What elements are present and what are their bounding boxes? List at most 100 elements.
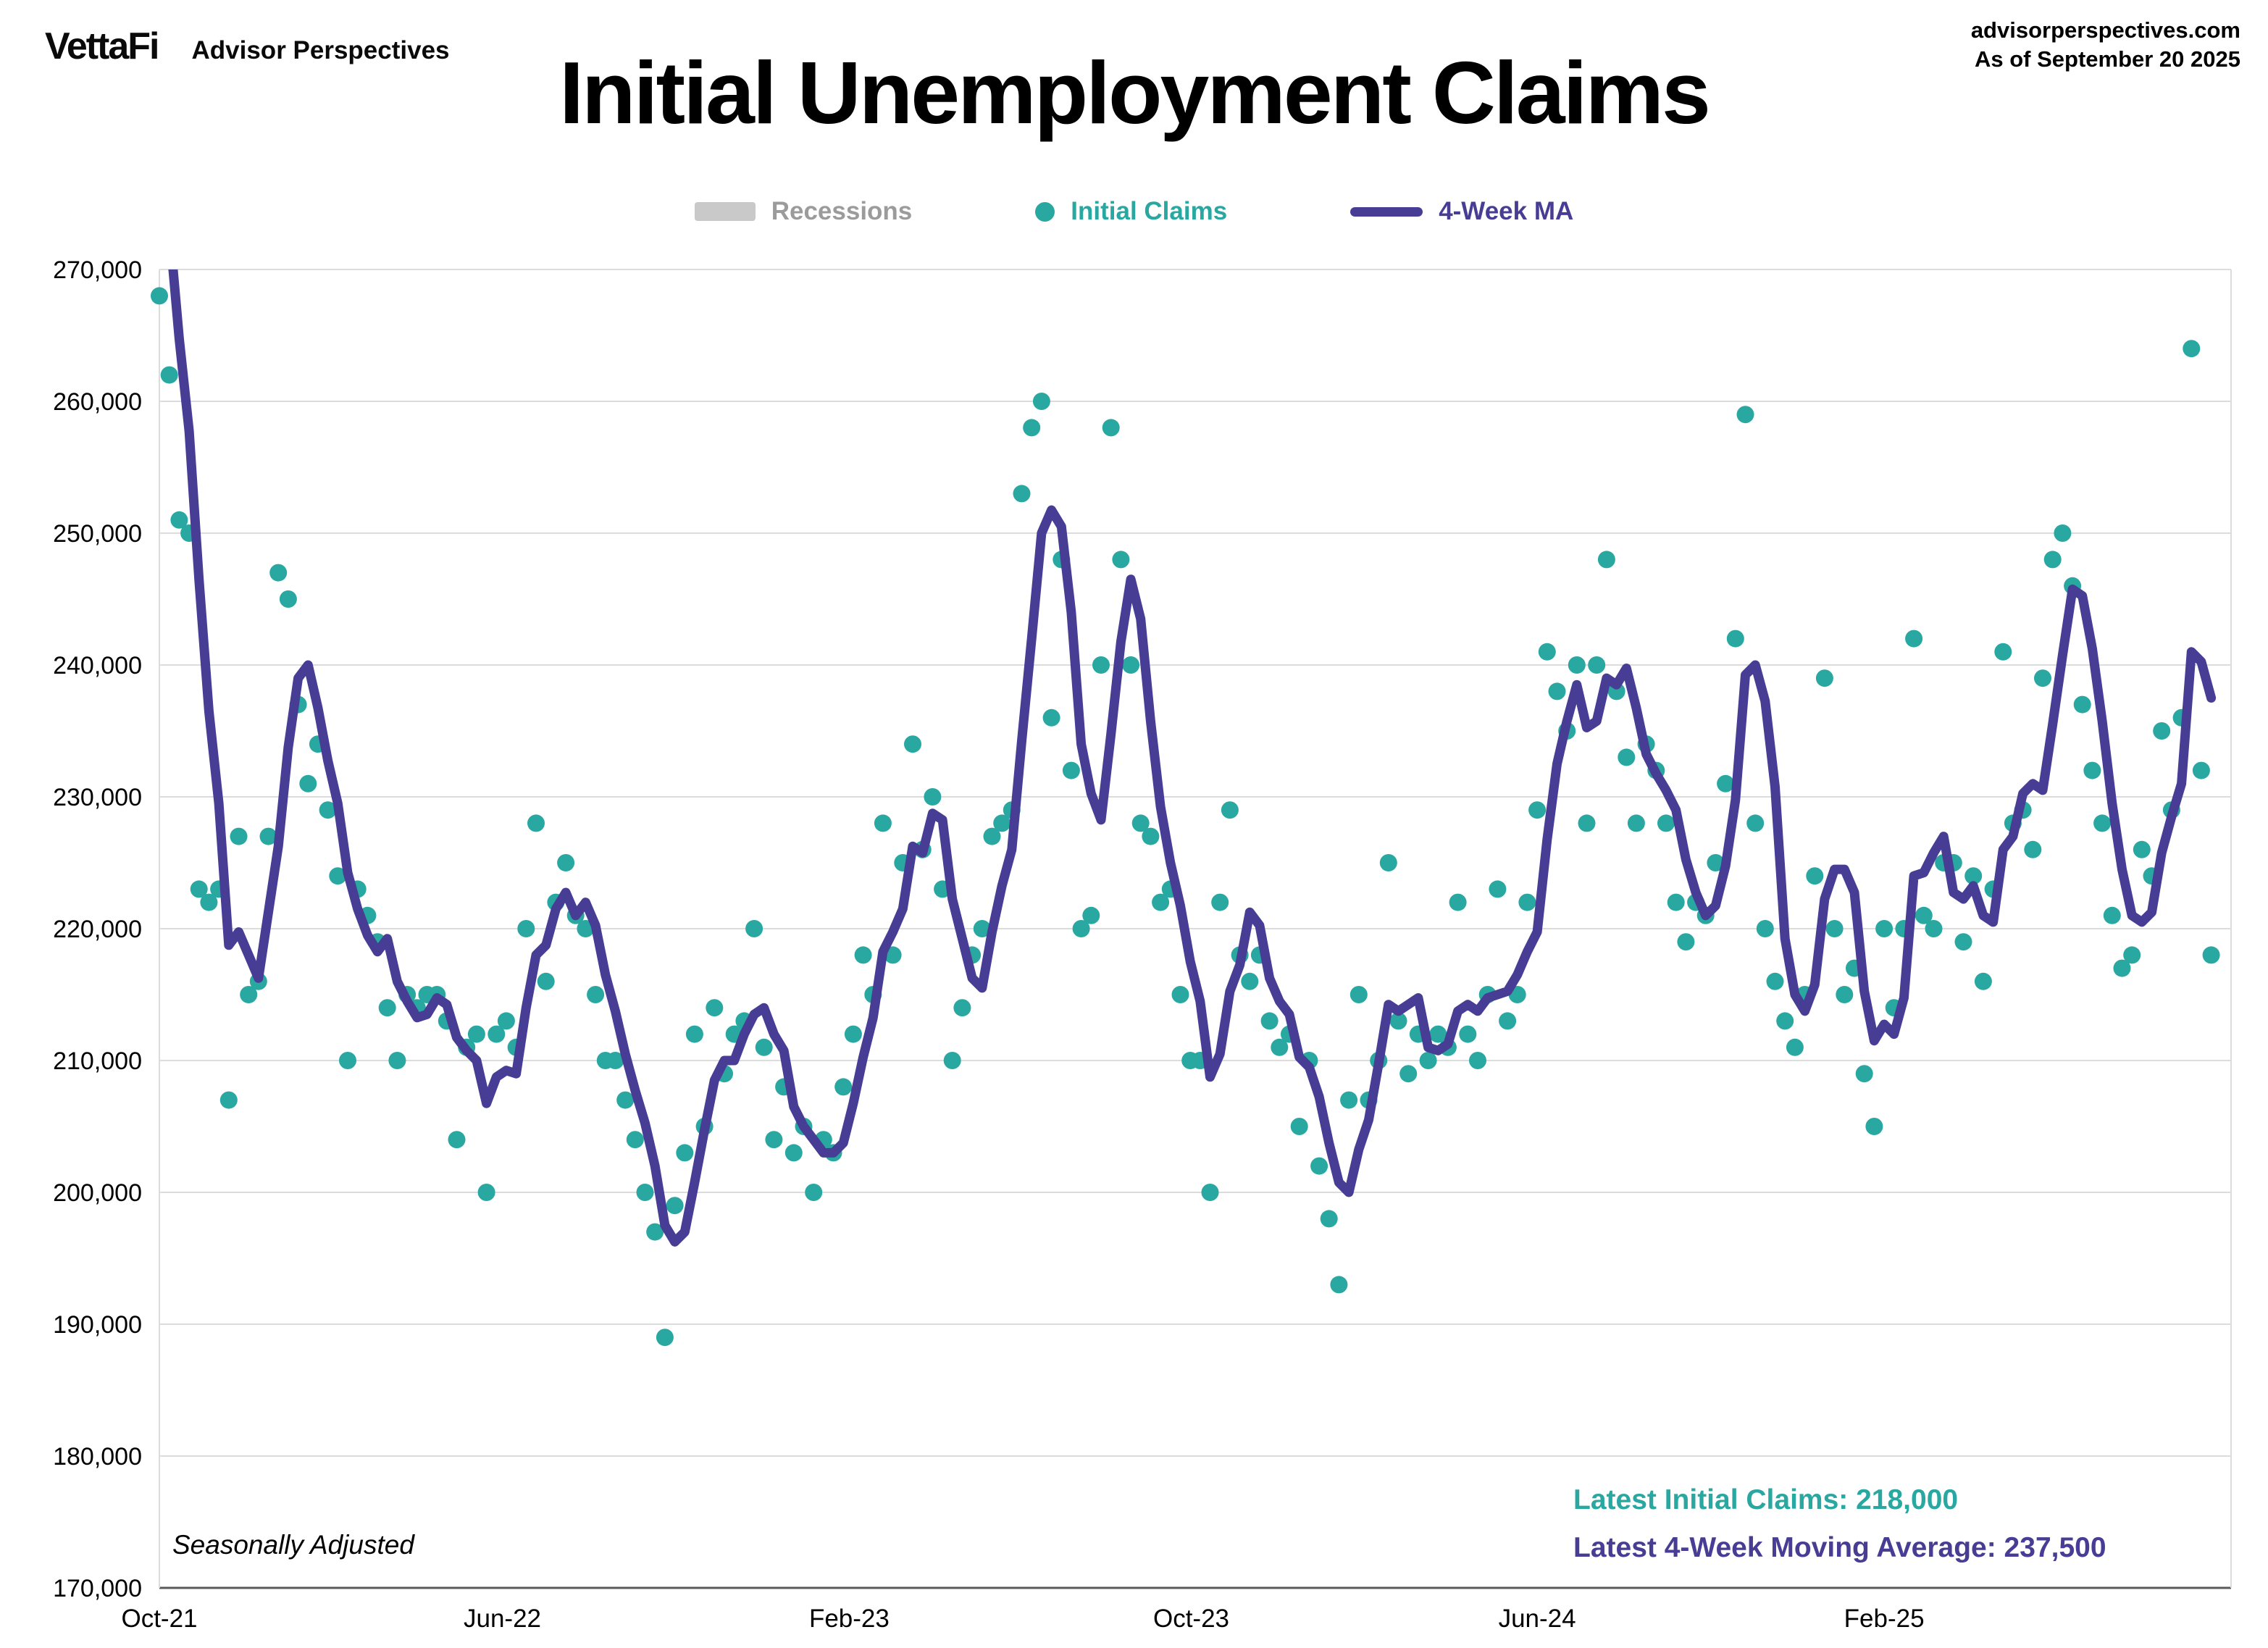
initial-claims-dot [1023, 419, 1041, 437]
brand-header: VettaFi Advisor Perspectives [45, 25, 450, 68]
initial-claims-dot [160, 366, 178, 384]
initial-claims-dot [676, 1144, 694, 1162]
initial-claims-dot [784, 1144, 803, 1162]
chart-title: Initial Unemployment Claims [559, 43, 1711, 142]
initial-claims-dot [2123, 946, 2141, 964]
initial-claims-dot [488, 1025, 506, 1043]
y-tick-label: 180,000 [53, 1443, 142, 1471]
initial-claims-dot [2034, 669, 2051, 687]
initial-claims-dot [1667, 893, 1685, 911]
initial-claims-dot [1429, 1025, 1447, 1043]
initial-claims-dot [299, 774, 317, 792]
initial-claims-dot [1538, 643, 1556, 661]
initial-claims-dot [1618, 748, 1636, 766]
y-tick-label: 170,000 [53, 1575, 142, 1602]
initial-claims-dot [378, 999, 396, 1017]
initial-claims-dot [1746, 814, 1765, 832]
initial-claims-dot [151, 287, 168, 305]
initial-claims-dot [646, 1223, 664, 1241]
initial-claims-dot [1211, 893, 1229, 911]
initial-claims-dot [1974, 972, 1992, 990]
y-tick-label: 230,000 [53, 784, 142, 811]
initial-claims-dot [1954, 933, 1972, 951]
y-tick-label: 240,000 [53, 652, 142, 679]
initial-claims-dot [626, 1131, 644, 1149]
initial-claims-dot [1499, 1012, 1517, 1030]
initial-claims-dot [1389, 1012, 1407, 1030]
initial-claims-dot [319, 801, 337, 819]
initial-claims-dot [259, 827, 277, 845]
initial-claims-dot [240, 986, 258, 1003]
initial-claims-dot [329, 867, 347, 885]
initial-claims-dot [1131, 814, 1150, 832]
initial-claims-dot [745, 920, 763, 937]
x-tick-label: Jun-24 [1499, 1605, 1576, 1633]
initial-claims-dot [685, 1025, 703, 1043]
initial-claims-dot [616, 1091, 635, 1109]
initial-claims-dot [1825, 920, 1844, 937]
initial-claims-dot [2024, 840, 2042, 858]
initial-claims-dot [1756, 920, 1774, 937]
legend-item-initial-claims: Initial Claims [1035, 197, 1227, 226]
vettafi-logo: VettaFi [45, 25, 159, 67]
initial-claims-dot [805, 1184, 823, 1201]
initial-claims-dot [1548, 682, 1566, 700]
initial-claims-dot [2183, 340, 2201, 358]
ma-swatch [1350, 206, 1423, 217]
initial-claims-dot [190, 880, 208, 898]
source-block: advisorperspectives.com As of September … [1971, 16, 2240, 75]
brand-subtitle: Advisor Perspectives [191, 36, 450, 64]
initial-claims-dot [1042, 708, 1060, 727]
y-tick-label: 190,000 [53, 1311, 142, 1339]
initial-claims-dot [1627, 814, 1645, 832]
initial-claims-dot [557, 854, 575, 871]
initial-claims-dot [1597, 551, 1615, 569]
initial-claims-dot [1399, 1065, 1418, 1083]
initial-claims-dot [1122, 656, 1140, 674]
initial-claims-dot [874, 814, 892, 832]
initial-claims-dot [973, 920, 991, 937]
initial-claims-swatch [1035, 201, 1055, 222]
initial-claims-dot [755, 1038, 773, 1056]
initial-claims-dot [2103, 906, 2121, 924]
initial-claims-dot [1320, 1210, 1338, 1228]
initial-claims-dot [1489, 880, 1507, 898]
legend-label-recessions: Recessions [771, 197, 913, 225]
initial-claims-dot [844, 1025, 862, 1043]
initial-claims-dot [1260, 1012, 1279, 1030]
initial-claims-dot [953, 999, 971, 1017]
initial-claims-dot [1419, 1052, 1437, 1069]
initial-claims-dot [1082, 906, 1100, 924]
initial-claims-dot [656, 1329, 674, 1347]
initial-claims-dot [2083, 761, 2101, 779]
initial-claims-dot [834, 1078, 853, 1096]
latest-notes: Latest Initial Claims: 218,000 Latest 4-… [1573, 1476, 2106, 1573]
x-tick-label: Oct-23 [1153, 1605, 1229, 1633]
initial-claims-dot [537, 972, 555, 990]
initial-claims-dot [477, 1184, 495, 1201]
legend: Recessions Initial Claims 4-Week MA [0, 197, 2268, 226]
initial-claims-dot [706, 999, 724, 1017]
initial-claims-dot [2054, 524, 2072, 542]
initial-claims-dot [1707, 854, 1725, 871]
initial-claims-dot [497, 1012, 515, 1030]
initial-claims-dot [765, 1131, 783, 1149]
x-tick-label: Feb-23 [809, 1605, 890, 1633]
initial-claims-dot [1152, 893, 1170, 911]
initial-claims-dot [2192, 761, 2210, 779]
initial-claims-dot [1726, 629, 1744, 648]
initial-claims-dot [219, 1091, 238, 1109]
initial-claims-dot [1925, 920, 1943, 937]
initial-claims-dot [1994, 643, 2012, 661]
as-of-date: As of September 20 2025 [1974, 46, 2240, 72]
initial-claims-dot [1578, 814, 1596, 832]
initial-claims-dot [1865, 1118, 1883, 1135]
initial-claims-dot [1013, 485, 1031, 503]
initial-claims-dot [983, 827, 1001, 845]
initial-claims-dot [1568, 656, 1586, 674]
initial-claims-dot [1449, 893, 1467, 911]
initial-claims-dot [1588, 656, 1606, 674]
initial-claims-dot [636, 1184, 654, 1201]
seasonally-adjusted-note: Seasonally Adjusted [172, 1530, 414, 1560]
